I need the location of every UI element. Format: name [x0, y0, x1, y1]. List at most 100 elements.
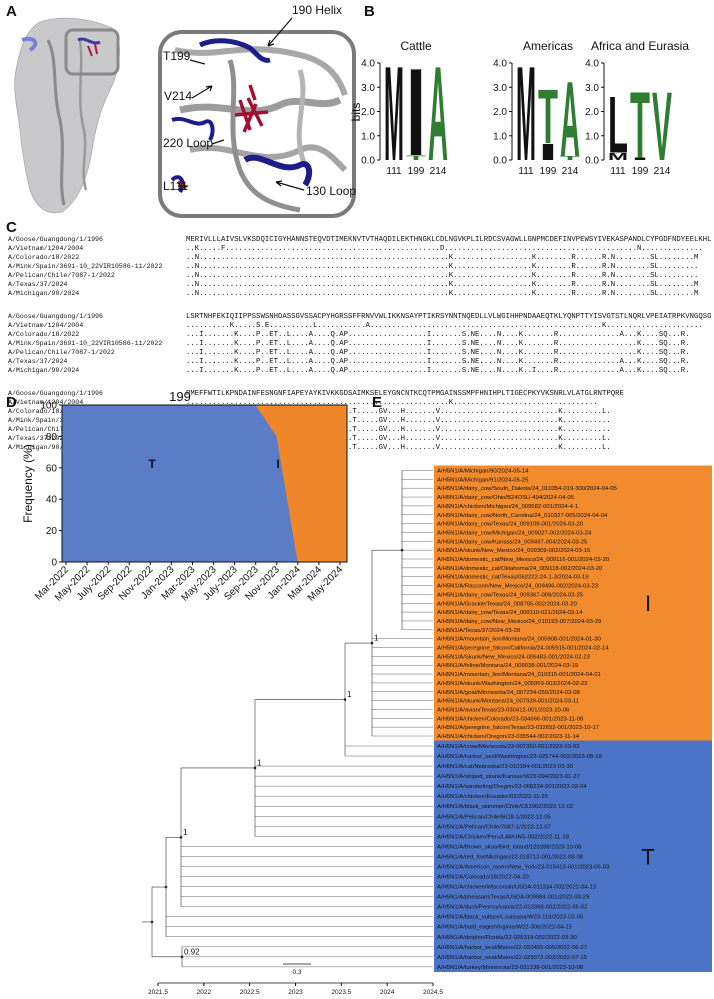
sequence-name: A/Mink/Spain/3691-10_22VIR10586-11/2022	[8, 263, 162, 270]
y-tick-label: 4.0	[585, 59, 599, 70]
x-tick-label: 214	[430, 166, 447, 177]
tip-label: A/H5N1/A/mountain_lion/Montana/24_010315…	[437, 672, 601, 678]
tip-label: A/H5N1/A/harbor_seal/Maine/22-025072-002…	[437, 955, 588, 961]
tip-label: A/H5N1/A/mountain_lion/Montana/24_005908…	[437, 637, 601, 643]
axis-label: Frequency (%)	[21, 444, 35, 523]
sequence: ..K.....F...............................…	[186, 245, 703, 253]
logo-letter: M	[516, 38, 536, 189]
sequence: LSRTNHFEKIQIIPPSSWSNHDASSGVSSACPYHGRSSFF…	[186, 313, 711, 321]
arrow	[275, 180, 305, 191]
tip-label: A/H5N1/A/skunk/New_Mexico/24_009309-002/…	[437, 548, 591, 554]
node-support: 1	[374, 634, 379, 643]
tip-label: A/H5N1/A/harbor_seal/Maine/22-020455-005…	[437, 945, 587, 951]
sequence-name: A/Texas/37/2024	[8, 435, 67, 442]
tip-label: A/H5N1/A/Pelican/Chile/7087-1/2022-12-07	[437, 824, 551, 830]
ribbon	[296, 69, 308, 166]
tip-label: A/H5N1/A/dairy_cow/South_Dakota/24_01035…	[437, 486, 618, 492]
tip-label: A/H5N1/A/avian/Texas/23-030412-001/2023-…	[437, 707, 570, 713]
clade-box	[434, 465, 712, 741]
ribbon	[227, 59, 301, 213]
arrow	[211, 139, 225, 145]
logo-letter: I	[538, 138, 558, 165]
sequence: ...I.......K....P..ET..L....A....Q.AP...…	[186, 340, 690, 348]
tip-label: A/H5N1/A/dolphin/Florida/22-025319-002/2…	[437, 935, 578, 941]
y-tick-label: 80	[46, 432, 58, 443]
tip-label: A/H5N1/A/Skunk/New_Mexico/24-006483-001/…	[437, 654, 591, 660]
logo-letter: T	[630, 72, 650, 178]
tip-label: A/H5N1/A/Colorado/18/2022-04-20	[437, 875, 529, 881]
tip-label: A/H5N1/A/Texas/37/2024-03-28	[437, 628, 521, 634]
tip-label: A/H5N1/A/pheasant/Texas/USDA-009984-001/…	[437, 895, 589, 901]
tip-label: A/H5N1/A/duck/Pennsylvania/22-013368-002…	[437, 905, 587, 911]
x-tick-label: 111	[610, 166, 626, 177]
logo-letter: T	[406, 154, 426, 161]
y-tick-label: 100	[40, 401, 57, 412]
sequence-name: A/Vietnam/1204/2004	[8, 245, 83, 252]
sequence-name: A/Goose/Guangdong/1/1996	[8, 313, 103, 320]
residue-111	[170, 175, 185, 194]
tip-label: A/H5N1/A/black_skimmer/Chile/C61962/2022…	[437, 804, 573, 810]
x-tick-label: 199	[540, 166, 557, 177]
node-support: 1	[257, 758, 262, 767]
sequence-name: A/Vietnam/1204/2004	[8, 399, 83, 406]
tip-label: A/H5N1/A/chicken/Colorado/23-034666-001/…	[437, 716, 584, 722]
tip-label: A/H5N1/A/red_fox/Michigan/22-018712-001/…	[437, 854, 584, 860]
tip-label: A/H5N1/A/dairy_cow/New_Mexico/24_010193-…	[437, 619, 601, 625]
tip-label: A/H5N1/A/Michigan/91/2024-05-25	[437, 477, 529, 483]
y-tick-label: 20	[46, 526, 58, 537]
scale-bar-label: 0.3	[292, 969, 301, 976]
tip-label: A/H5N1/A/domestic_cat/Oklahoma/24_009118…	[437, 566, 603, 572]
y-tick-label: 0.0	[585, 156, 599, 167]
tip-label: A/H5N1/A/bald_eagle/Virginia/W22-306/202…	[437, 925, 573, 931]
panel-letter: E	[372, 394, 382, 411]
x-tick-label: 2021.5	[148, 989, 168, 996]
sequence: .D.........D.....H....................T.…	[186, 444, 611, 452]
y-tick-label: 0.0	[493, 156, 507, 167]
tip-label: A/H5N1/A/dairy_cow/North_Carolina/24_010…	[437, 513, 608, 519]
protein-ribbon	[78, 39, 88, 191]
clade-box	[434, 740, 712, 972]
sequence: .D.........D.....H....................T.…	[186, 435, 611, 443]
y-tick-label: 4.0	[493, 59, 507, 70]
y-tick-label: 0.0	[361, 156, 375, 167]
residue-stick	[177, 180, 187, 190]
chart-title: 199	[169, 389, 191, 404]
sequence-name: A/Colorado/18/2022	[8, 254, 79, 261]
x-tick-label: 2024.5	[423, 989, 443, 996]
x-tick-label: 214	[562, 166, 579, 177]
x-tick-label: 2023.5	[331, 989, 351, 996]
y-tick-label: 3.0	[493, 83, 507, 94]
tip-label: A/H5N1/A/harbor_seal/Washington/23-02574…	[437, 754, 602, 760]
logo-letter: V	[652, 73, 672, 182]
tip-label: A/H5N1/A/Raccoon/New_Mexico/24_009496-00…	[437, 584, 599, 590]
series-label: T	[148, 457, 156, 471]
callouts	[178, 17, 305, 191]
receptor-site	[21, 37, 38, 52]
y-tick-label: 3.0	[361, 83, 375, 94]
sequence: ..........K.....S.E..........L..........…	[186, 322, 703, 330]
sequence-name: A/Michigan/90/2024	[8, 444, 79, 451]
arrow	[189, 59, 206, 65]
sequence: ........................................…	[186, 399, 598, 407]
sequence-name: A/Mink/Spain/3691-10_22VIR10586-11/2022	[8, 340, 162, 347]
panel-letter: C	[6, 219, 17, 236]
axis-label: bits	[349, 103, 363, 122]
callout-label: V214	[164, 89, 192, 103]
x-tick-label: 199	[632, 166, 649, 177]
sequence: .D.........D.....H....................T.…	[186, 408, 611, 416]
tip-label: A/H5N1/A/domestic_cat/New_Mexico/24_0091…	[437, 557, 610, 563]
arrow	[191, 85, 213, 99]
x-tick-label: 214	[654, 166, 671, 177]
series-label: I	[276, 457, 279, 471]
tip-label: A/H5N1/A/dairy_cow/Texas/24_009109-001/2…	[437, 522, 584, 528]
tip-label: A/H5N1/A/skunk/Montana/24_007939-001/202…	[437, 699, 579, 705]
sequence: ..N.....................................…	[186, 254, 698, 262]
tip-label: A/H5N1/A/Pelican/Chile/6618-1/2022-12-05	[437, 814, 552, 820]
logo-letter: M	[384, 38, 404, 189]
loop-130	[243, 154, 313, 187]
sequence-name: A/Goose/Guangdong/1/1996	[8, 390, 103, 397]
tip-label: A/H5N1/A/chicken/Ecuador/02/2022-11-25	[437, 794, 549, 800]
sequence: ..N.....................................…	[186, 272, 698, 280]
logo-title: Cattle	[400, 39, 432, 53]
